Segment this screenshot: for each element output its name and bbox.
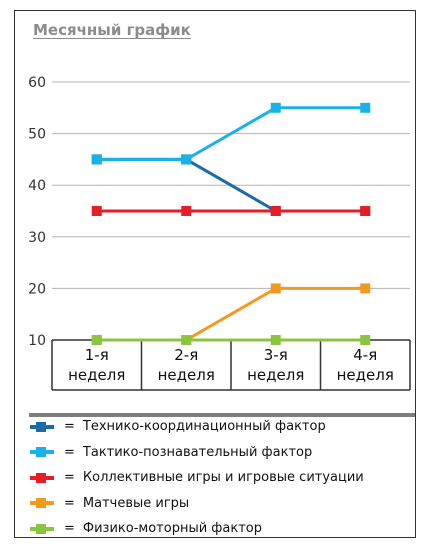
legend-equals: = (64, 444, 75, 460)
y-tick-label: 30 (28, 230, 46, 246)
x-tick-label: 3-я (264, 346, 288, 364)
legend-swatch (30, 472, 58, 484)
data-point (181, 335, 192, 345)
data-point (91, 154, 102, 165)
x-tick-label: неделя (337, 366, 394, 384)
data-point (360, 335, 371, 345)
legend-label: Технико-координационный фактор (82, 419, 326, 435)
data-point (270, 335, 281, 345)
legend-equals: = (64, 521, 75, 537)
x-tick-label: 4-я (353, 346, 377, 364)
x-tick-label: неделя (158, 366, 215, 384)
legend-label: Физико-моторный фактор (82, 521, 262, 537)
legend-label: Коллективные игры и игровые ситуации (82, 470, 364, 486)
legend-swatch (30, 421, 58, 433)
legend-item: = Тактико-познавательный фактор (30, 440, 410, 466)
data-point (91, 335, 102, 345)
legend-equals: = (64, 419, 75, 435)
data-point (181, 206, 192, 216)
x-tick-label: неделя (247, 366, 304, 384)
legend-swatch (30, 523, 58, 535)
data-point (270, 102, 281, 113)
chart-title: Месячный график (33, 21, 191, 39)
x-tick-label: 2-я (174, 346, 198, 364)
data-point (91, 206, 102, 216)
legend-swatch (30, 497, 58, 509)
y-tick-label: 60 (28, 75, 46, 91)
series-line-4 (96, 286, 366, 342)
data-point (360, 102, 371, 113)
line-chart: 10 20 30 40 50 60 1-я неделя 2-я неделя 3-я неделя 4… (28, 75, 411, 391)
legend: = Технико-координационный фактор = Тактико-… (30, 414, 410, 542)
y-tick-label: 10 (28, 333, 46, 349)
legend-equals: = (64, 470, 75, 486)
data-point (360, 283, 371, 294)
y-tick-label: 20 (28, 281, 46, 297)
series-line-2 (96, 106, 366, 161)
legend-swatch (30, 446, 58, 458)
y-tick-label: 50 (28, 127, 46, 143)
y-tick-label: 40 (28, 178, 46, 194)
legend-label: Тактико-познавательный фактор (82, 444, 313, 460)
legend-item: = Коллективные игры и игровые ситуации (30, 465, 410, 491)
x-tick-label: 1-я (85, 346, 109, 364)
data-point (360, 206, 371, 216)
chart-frame: Месячный график (14, 10, 416, 538)
legend-item: = Физико-моторный фактор (30, 516, 410, 542)
data-point (270, 283, 281, 294)
legend-label: Матчевые игры (82, 495, 190, 511)
legend-equals: = (64, 495, 75, 511)
data-point (270, 206, 281, 216)
legend-item: = Технико-координационный фактор (30, 414, 410, 440)
x-tick-label: неделя (68, 366, 125, 384)
legend-divider (29, 413, 415, 417)
data-point (181, 154, 192, 165)
legend-item: = Матчевые игры (30, 491, 410, 517)
